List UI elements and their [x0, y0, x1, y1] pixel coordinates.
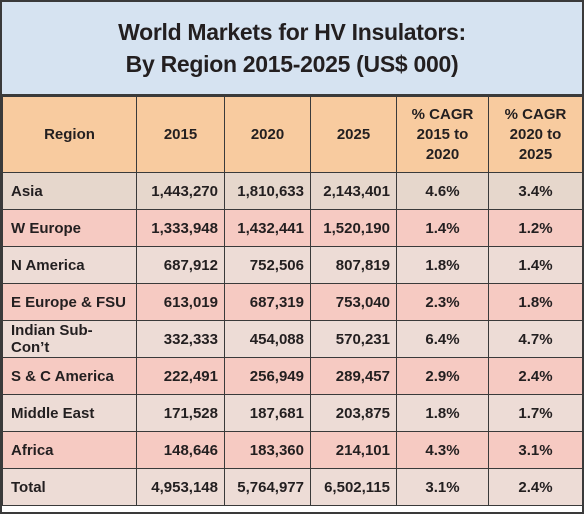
value-cell: 2,143,401 — [310, 172, 397, 210]
value-cell: 3.1% — [396, 468, 489, 506]
header-text: % CAGR — [411, 105, 474, 123]
value-cell: 203,875 — [310, 394, 397, 432]
table-row: W Europe 1,333,948 1,432,441 1,520,190 1.4% 1… — [2, 209, 583, 247]
region-cell: Middle East — [2, 394, 137, 432]
title-line: World Markets for HV Insulators: — [118, 19, 466, 45]
region-cell: N America — [2, 246, 137, 284]
value-cell: 4.6% — [396, 172, 489, 210]
value-cell: 1,810,633 — [224, 172, 311, 210]
table-row: Asia 1,443,270 1,810,633 2,143,401 4.6% 3.4% — [2, 172, 583, 210]
value-cell: 1,443,270 — [136, 172, 225, 210]
value-cell: 2.9% — [396, 357, 489, 395]
header-text: % CAGR — [504, 105, 567, 123]
header-text: 2025 — [518, 145, 553, 163]
header-cell: Region — [2, 96, 137, 173]
table-row: N America 687,912 752,506 807,819 1.8% 1.4% — [2, 246, 583, 284]
table-row: S & C America 222,491 256,949 289,457 2.9% 2.… — [2, 357, 583, 395]
value-cell: 1,333,948 — [136, 209, 225, 247]
value-cell: 1.8% — [488, 283, 583, 321]
value-cell: 332,333 — [136, 320, 225, 358]
value-cell: 6.4% — [396, 320, 489, 358]
value-cell: 753,040 — [310, 283, 397, 321]
value-cell: 570,231 — [310, 320, 397, 358]
value-cell: 1,520,190 — [310, 209, 397, 247]
header-text: 2015 — [163, 125, 198, 143]
value-cell: 289,457 — [310, 357, 397, 395]
header-text: 2025 — [336, 125, 371, 143]
value-cell: 1.7% — [488, 394, 583, 432]
value-cell: 687,319 — [224, 283, 311, 321]
value-cell: 752,506 — [224, 246, 311, 284]
header-row: Region 2015 2020 2025% CAGR 2015 to 2020% CAG… — [2, 96, 583, 173]
value-cell: 613,019 — [136, 283, 225, 321]
region-cell: S & C America — [2, 357, 137, 395]
title-box: World Markets for HV Insulators: By Regi… — [2, 2, 582, 96]
table-body: Asia 1,443,270 1,810,633 2,143,401 4.6% 3.4% W… — [2, 172, 583, 506]
region-cell: E Europe & FSU — [2, 283, 137, 321]
value-cell: 222,491 — [136, 357, 225, 395]
value-cell: 687,912 — [136, 246, 225, 284]
region-cell: Asia — [2, 172, 137, 210]
value-cell: 1.8% — [396, 246, 489, 284]
data-table: Region 2015 2020 2025% CAGR 2015 to 2020% CAG… — [2, 96, 583, 506]
value-cell: 183,360 — [224, 431, 311, 469]
value-cell: 807,819 — [310, 246, 397, 284]
header-text: 2020 to — [509, 125, 562, 143]
value-cell: 2.4% — [488, 357, 583, 395]
value-cell: 3.1% — [488, 431, 583, 469]
table-row: Total 4,953,148 5,764,977 6,502,115 3.1% 2.4% — [2, 468, 583, 506]
value-cell: 3.4% — [488, 172, 583, 210]
value-cell: 1.8% — [396, 394, 489, 432]
value-cell: 5,764,977 — [224, 468, 311, 506]
table-row: Middle East 171,528 187,681 203,875 1.8% 1.7% — [2, 394, 583, 432]
value-cell: 1.2% — [488, 209, 583, 247]
value-cell: 214,101 — [310, 431, 397, 469]
region-cell: Total — [2, 468, 137, 506]
header-text: 2020 — [250, 125, 285, 143]
value-cell: 6,502,115 — [310, 468, 397, 506]
table-row: Africa 148,646 183,360 214,101 4.3% 3.1% — [2, 431, 583, 469]
value-cell: 2.4% — [488, 468, 583, 506]
table-row: Indian Sub-Con’t 332,333 454,088 570,231 6.4… — [2, 320, 583, 358]
value-cell: 187,681 — [224, 394, 311, 432]
header-text: Region — [44, 125, 95, 143]
region-cell: Indian Sub-Con’t — [2, 320, 137, 358]
value-cell: 4.7% — [488, 320, 583, 358]
value-cell: 4.3% — [396, 431, 489, 469]
table-row: E Europe & FSU 613,019 687,319 753,040 2.3% 1… — [2, 283, 583, 321]
header-cell: % CAGR 2020 to 2025 — [488, 96, 583, 173]
header-cell: 2025 — [310, 96, 397, 173]
title-line: By Region 2015-2025 (US$ 000) — [125, 51, 459, 77]
value-cell: 1,432,441 — [224, 209, 311, 247]
header-text: 2020 — [425, 145, 460, 163]
header-cell: % CAGR 2015 to 2020 — [396, 96, 489, 173]
value-cell: 454,088 — [224, 320, 311, 358]
value-cell: 148,646 — [136, 431, 225, 469]
value-cell: 1.4% — [396, 209, 489, 247]
header-cell: 2020 — [224, 96, 311, 173]
header-cell: 2015 — [136, 96, 225, 173]
value-cell: 1.4% — [488, 246, 583, 284]
value-cell: 4,953,148 — [136, 468, 225, 506]
value-cell: 256,949 — [224, 357, 311, 395]
header-text: 2015 to — [416, 125, 469, 143]
region-cell: Africa — [2, 431, 137, 469]
value-cell: 171,528 — [136, 394, 225, 432]
region-cell: W Europe — [2, 209, 137, 247]
value-cell: 2.3% — [396, 283, 489, 321]
